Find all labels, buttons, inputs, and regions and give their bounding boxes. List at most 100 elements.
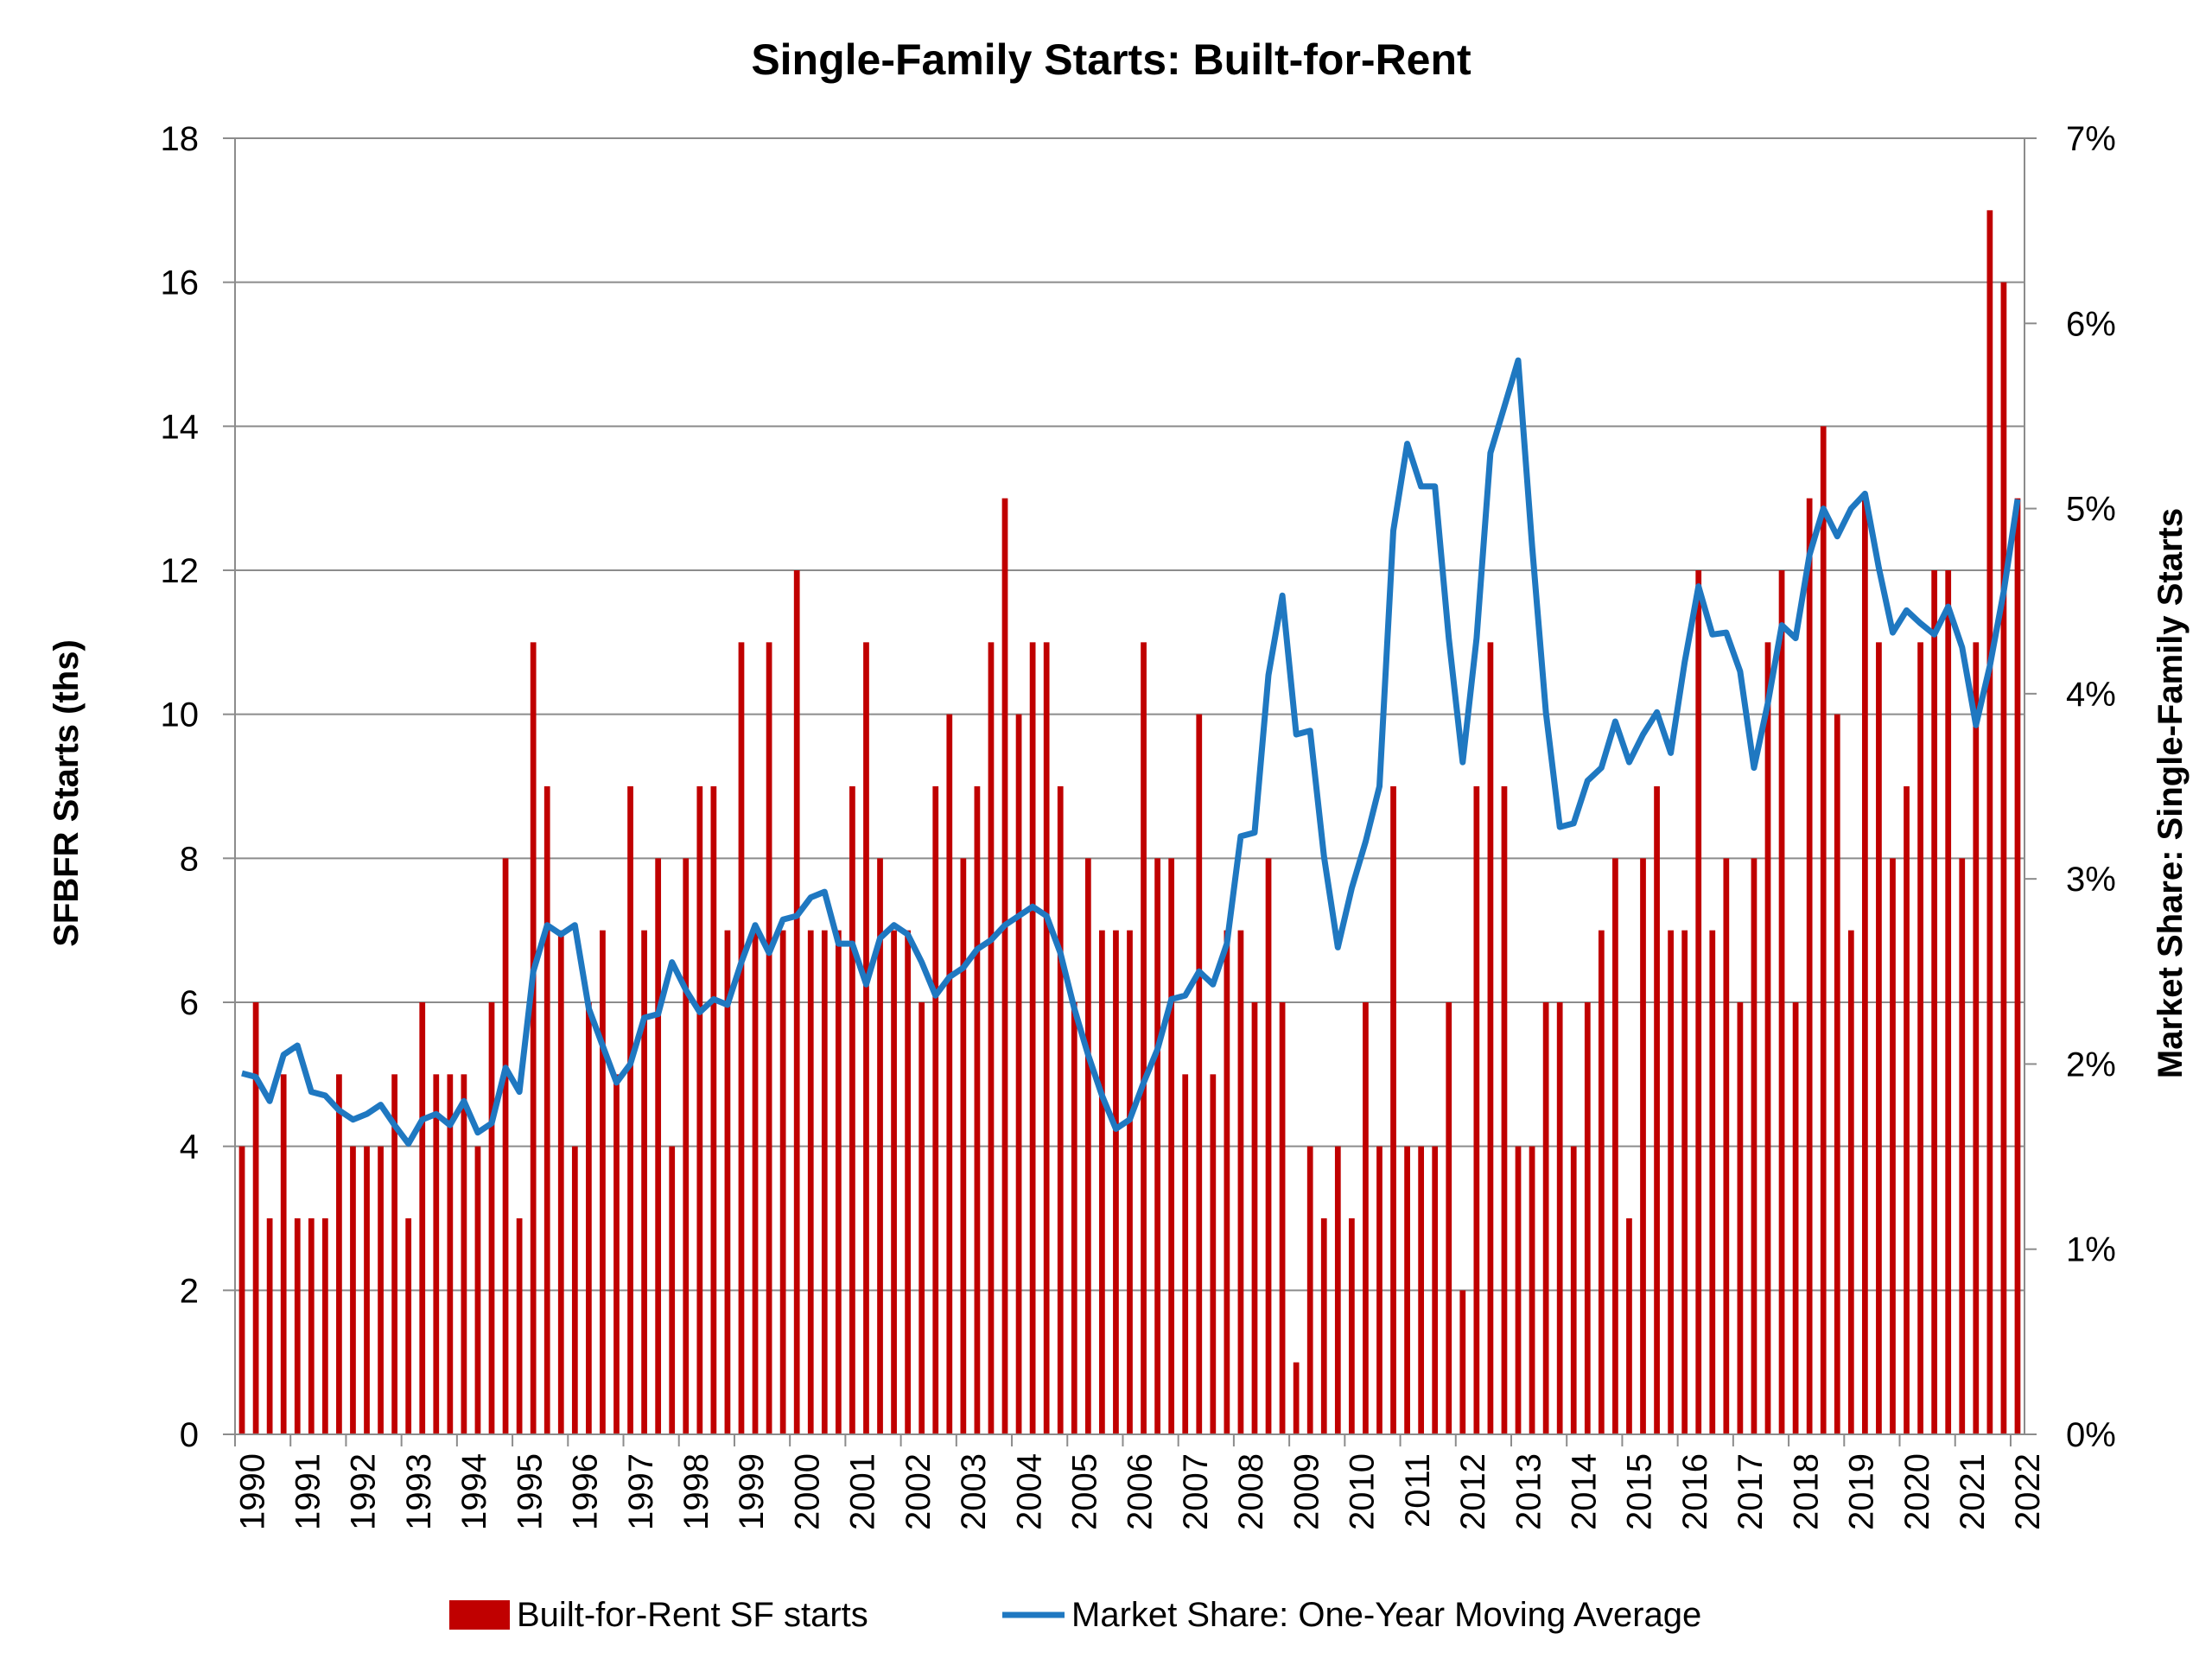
bar (779, 930, 786, 1434)
bar (738, 642, 745, 1434)
bar (1570, 1146, 1577, 1434)
bar (1418, 1146, 1425, 1434)
x-tick-label: 2001 (844, 1453, 882, 1530)
x-tick-label: 2016 (1676, 1453, 1714, 1530)
bar (1127, 930, 1133, 1434)
bar (960, 858, 967, 1434)
bar (974, 786, 981, 1434)
bar (1487, 642, 1494, 1434)
y2-tick-label: 6% (2066, 305, 2116, 343)
bar (1737, 1002, 1744, 1434)
bar (1196, 714, 1203, 1434)
bar (1043, 642, 1050, 1434)
bar (1820, 426, 1827, 1434)
market-share-line (241, 357, 2021, 1147)
x-tick-label: 1994 (455, 1453, 493, 1530)
bar (613, 1074, 620, 1434)
bar (1154, 858, 1160, 1434)
y-tick-label: 0 (180, 1416, 199, 1454)
bar (1945, 570, 1952, 1434)
y-tick-label: 4 (180, 1128, 199, 1166)
bar (1182, 1074, 1189, 1434)
bar (1751, 858, 1758, 1434)
bar (252, 1002, 259, 1434)
y-tick-label: 12 (161, 552, 200, 590)
bar (447, 1074, 454, 1434)
bar (391, 1074, 397, 1434)
legend-label-line: Market Share: One-Year Moving Average (1071, 1596, 1701, 1634)
bar (266, 1218, 273, 1434)
y2-tick-label: 1% (2066, 1231, 2116, 1269)
bar (1210, 1074, 1217, 1434)
bar (321, 1218, 328, 1434)
bar (516, 1218, 523, 1434)
y-tick-label: 16 (161, 264, 200, 302)
bar (1890, 858, 1896, 1434)
bar (1764, 642, 1771, 1434)
bar (807, 930, 814, 1434)
x-tick-label: 2019 (1843, 1453, 1881, 1530)
bar (1473, 786, 1480, 1434)
bar (1668, 930, 1674, 1434)
bar (1237, 930, 1244, 1434)
x-tick-label: 2013 (1510, 1453, 1548, 1530)
bar (946, 714, 953, 1434)
x-tick-label: 2014 (1566, 1453, 1604, 1530)
x-tick-label: 2002 (899, 1453, 938, 1530)
bar (1612, 858, 1618, 1434)
bar (849, 786, 855, 1434)
bar (461, 1074, 467, 1434)
bar (350, 1146, 356, 1434)
bar (752, 930, 759, 1434)
bar (821, 930, 828, 1434)
bar (669, 1146, 676, 1434)
bar (1348, 1218, 1355, 1434)
bar (1515, 1146, 1522, 1434)
bar (502, 858, 509, 1434)
legend-swatch-bars (449, 1600, 510, 1630)
bar (1723, 858, 1730, 1434)
x-tick-label: 2017 (1732, 1453, 1770, 1530)
bar (1376, 1146, 1382, 1434)
y2-tick-label: 0% (2066, 1416, 2116, 1454)
bar (710, 786, 717, 1434)
bar (1876, 642, 1882, 1434)
bar (696, 786, 703, 1434)
bar (1542, 1002, 1549, 1434)
bar (2000, 282, 2007, 1435)
bar (1640, 858, 1646, 1434)
y-tick-label: 8 (180, 840, 199, 878)
bar (488, 1002, 495, 1434)
bar (988, 642, 995, 1434)
bar (877, 858, 883, 1434)
bar (835, 930, 842, 1434)
axes: 0 2 4 6 8 10 12 14 16 18 0% 1% 2% 3% 4% 5% 6% 7% 1990 1991 1… (161, 120, 2116, 1530)
bar (586, 1002, 592, 1434)
bar (655, 858, 662, 1434)
bar (1306, 1146, 1313, 1434)
bar (280, 1074, 287, 1434)
bar (1168, 858, 1175, 1434)
bar (378, 1146, 384, 1434)
bar (1973, 642, 1980, 1434)
right-axis-label: Market Share: Single-Family Starts (2152, 508, 2190, 1078)
bar (419, 1002, 426, 1434)
line-series (241, 357, 2021, 1147)
bar (863, 642, 869, 1434)
bar (1334, 1146, 1341, 1434)
bar (1654, 786, 1660, 1434)
legend: Built-for-Rent SF starts Market Share: O… (449, 1596, 1701, 1634)
x-tick-label: 2022 (2009, 1453, 2047, 1530)
x-tick-label: 2006 (1122, 1453, 1160, 1530)
bar (1251, 1002, 1258, 1434)
y2-tick-label: 7% (2066, 120, 2116, 158)
bar (308, 1218, 315, 1434)
y2-tick-label: 3% (2066, 861, 2116, 899)
y-tick-label: 6 (180, 984, 199, 1022)
bar (1001, 498, 1008, 1434)
bar (1459, 1290, 1466, 1434)
y-tick-label: 10 (161, 696, 200, 734)
bar (1778, 570, 1785, 1434)
bar (1446, 1002, 1452, 1434)
